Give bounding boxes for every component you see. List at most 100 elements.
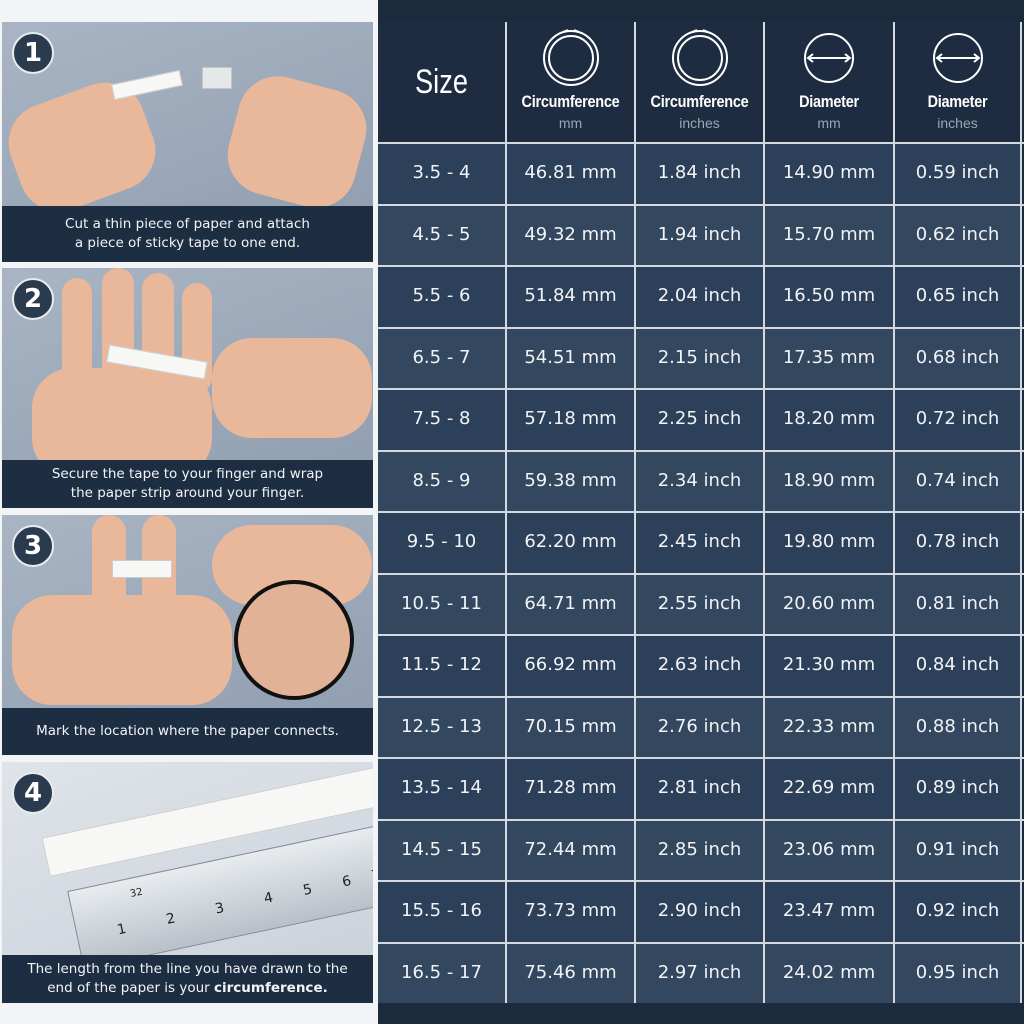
table-cell: 1.94 inch — [636, 205, 765, 265]
table-cell: 75.46 mm — [507, 943, 636, 1003]
table-cell: 5.5 - 6 — [378, 267, 507, 327]
caption-line: Cut a thin piece of paper and attach — [65, 216, 310, 232]
step-number: 4 — [12, 772, 54, 814]
step-4-photo: 1 2 3 4 5 6 7 32 — [2, 762, 373, 970]
table-cell: 11.5 - 12 — [378, 636, 507, 696]
table-cell: 0.72 inch — [895, 390, 1022, 450]
table-cell: 70.15 mm — [507, 697, 636, 757]
table-cell: 0.78 inch — [895, 513, 1022, 573]
header-col-1: Circumference mm — [507, 22, 636, 142]
table-cell: 12.5 - 13 — [378, 697, 507, 757]
table-cell: 0.95 inch — [895, 943, 1022, 1003]
header-title: Circumference — [650, 92, 749, 111]
instructions-panel: 1 Cut a thin piece of paper and attach a… — [0, 0, 378, 1024]
caption-line: a piece of sticky tape to one end. — [74, 235, 301, 251]
table-row: 11.5 - 12 66.92 mm 2.63 inch 21.30 mm 0.84 i… — [378, 634, 1024, 696]
table-row: 3.5 - 4 46.81 mm 1.84 inch 14.90 mm 0.59 inc… — [378, 142, 1024, 204]
step-number: 2 — [12, 278, 54, 320]
caption-line: Secure the tape to your finger and wrap — [51, 466, 324, 482]
table-cell: 0.62 inch — [895, 205, 1022, 265]
table-cell: 2.34 inch — [636, 451, 765, 511]
magnifier-inset — [234, 580, 354, 700]
header-title: Size — [415, 63, 468, 101]
table-cell: 0.68 inch — [895, 328, 1022, 388]
table-cell: 2.76 inch — [636, 697, 765, 757]
step-number: 1 — [12, 32, 54, 74]
header-col-3: Diameter mm — [765, 22, 895, 142]
header-title: Diameter — [799, 92, 859, 111]
table-cell: 1.84 inch — [636, 144, 765, 204]
step-number: 3 — [12, 525, 54, 567]
ring-size-table: Size Circumference mm Circumference inches D… — [378, 22, 1024, 1004]
table-cell: 2.97 inch — [636, 943, 765, 1003]
table-cell: 0.81 inch — [895, 574, 1022, 634]
table-cell: 15.70 mm — [765, 205, 895, 265]
table-cell: 4.5 - 5 — [378, 205, 507, 265]
table-cell: 16.5 - 17 — [378, 943, 507, 1003]
caption-line: The length from the line you have drawn … — [27, 961, 348, 977]
table-cell: 46.81 mm — [507, 144, 636, 204]
table-cell: 7.5 - 8 — [378, 390, 507, 450]
table-cell: 15.5 - 16 — [378, 882, 507, 942]
table-cell: 20.60 mm — [765, 574, 895, 634]
table-cell: 72.44 mm — [507, 820, 636, 880]
header-col-4: Diameter inches — [895, 22, 1022, 142]
table-row: 4.5 - 5 49.32 mm 1.94 inch 15.70 mm 0.62 inc… — [378, 203, 1024, 265]
table-cell: 2.15 inch — [636, 328, 765, 388]
header-title: Diameter — [927, 92, 988, 111]
step-caption: Cut a thin piece of paper and attach a p… — [2, 206, 373, 262]
header-unit: inches — [937, 115, 978, 131]
table-cell: 18.20 mm — [765, 390, 895, 450]
caption-line: end of the paper is your circumference. — [47, 980, 328, 996]
header-unit: mm — [558, 115, 583, 131]
table-row: 8.5 - 9 59.38 mm 2.34 inch 18.90 mm 0.74 inc… — [378, 449, 1024, 511]
table-cell: 0.91 inch — [895, 820, 1022, 880]
table-cell: 24.02 mm — [765, 943, 895, 1003]
table-cell: 6.5 - 7 — [378, 328, 507, 388]
header-title: Circumference — [521, 92, 620, 111]
step-2: 2 Secure the tape to your finger and wra… — [2, 268, 373, 508]
table-cell: 21.30 mm — [765, 636, 895, 696]
table-row: 16.5 - 17 75.46 mm 2.97 inch 24.02 mm 0.95 i… — [378, 941, 1024, 1003]
table-cell: 17.35 mm — [765, 328, 895, 388]
table-row: 7.5 - 8 57.18 mm 2.25 inch 18.20 mm 0.72 inc… — [378, 388, 1024, 450]
table-row: 9.5 - 10 62.20 mm 2.45 inch 19.80 mm 0.78 in… — [378, 511, 1024, 573]
table-row: 13.5 - 14 71.28 mm 2.81 inch 22.69 mm 0.89 i… — [378, 757, 1024, 819]
table-cell: 19.80 mm — [765, 513, 895, 573]
table-cell: 0.88 inch — [895, 697, 1022, 757]
table-cell: 9.5 - 10 — [378, 513, 507, 573]
step-2-photo — [2, 268, 373, 478]
table-cell: 23.47 mm — [765, 882, 895, 942]
table-cell: 22.33 mm — [765, 697, 895, 757]
table-row: 12.5 - 13 70.15 mm 2.76 inch 22.33 mm 0.88 i… — [378, 695, 1024, 757]
table-cell: 13.5 - 14 — [378, 759, 507, 819]
table-cell: 16.50 mm — [765, 267, 895, 327]
table-row: 15.5 - 16 73.73 mm 2.90 inch 23.47 mm 0.92 i… — [378, 880, 1024, 942]
header-size: Size — [378, 22, 507, 142]
table-cell: 66.92 mm — [507, 636, 636, 696]
table-cell: 2.45 inch — [636, 513, 765, 573]
table-cell: 0.65 inch — [895, 267, 1022, 327]
table-cell: 49.32 mm — [507, 205, 636, 265]
table-cell: 73.73 mm — [507, 882, 636, 942]
table-cell: 3.5 - 4 — [378, 144, 507, 204]
table-cell: 59.38 mm — [507, 451, 636, 511]
table-cell: 0.59 inch — [895, 144, 1022, 204]
step-1-photo — [2, 22, 373, 223]
caption-bold: circumference. — [214, 980, 328, 996]
header-unit: inches — [679, 115, 720, 131]
table-cell: 2.85 inch — [636, 820, 765, 880]
caption-line: the paper strip around your finger. — [70, 485, 305, 501]
table-cell: 2.25 inch — [636, 390, 765, 450]
table-cell: 2.63 inch — [636, 636, 765, 696]
step-caption: The length from the line you have drawn … — [2, 955, 373, 1003]
table-row: 14.5 - 15 72.44 mm 2.85 inch 23.06 mm 0.91 i… — [378, 818, 1024, 880]
table-cell: 0.89 inch — [895, 759, 1022, 819]
table-cell: 18.90 mm — [765, 451, 895, 511]
table-row: 5.5 - 6 51.84 mm 2.04 inch 16.50 mm 0.65 inc… — [378, 265, 1024, 327]
caption-line: Mark the location where the paper connec… — [36, 723, 339, 739]
table-cell: 0.92 inch — [895, 882, 1022, 942]
table-row: 6.5 - 7 54.51 mm 2.15 inch 17.35 mm 0.68 inc… — [378, 326, 1024, 388]
table-cell: 51.84 mm — [507, 267, 636, 327]
step-caption: Mark the location where the paper connec… — [2, 708, 373, 755]
